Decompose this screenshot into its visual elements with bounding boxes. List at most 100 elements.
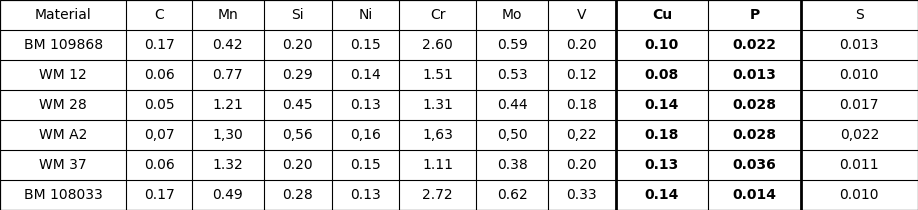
Bar: [800, 30, 918, 60]
Text: 0.20: 0.20: [283, 38, 313, 52]
Text: 1.51: 1.51: [422, 68, 453, 82]
Bar: [331, 120, 399, 150]
Text: 0.15: 0.15: [350, 158, 381, 172]
Text: WM 37: WM 37: [39, 158, 87, 172]
Text: 0.44: 0.44: [497, 98, 527, 112]
Text: Cr: Cr: [430, 8, 445, 22]
Text: 0.028: 0.028: [733, 128, 777, 142]
Bar: [192, 0, 263, 30]
Text: 2.72: 2.72: [422, 188, 453, 202]
Bar: [476, 120, 548, 150]
Text: 0.59: 0.59: [497, 38, 527, 52]
Text: S: S: [855, 8, 864, 22]
Bar: [0, 120, 127, 150]
Bar: [263, 0, 331, 30]
Text: 1,63: 1,63: [422, 128, 453, 142]
Bar: [800, 90, 918, 120]
Text: 0.14: 0.14: [644, 188, 679, 202]
Bar: [399, 120, 476, 150]
Bar: [708, 60, 800, 90]
Bar: [399, 30, 476, 60]
Bar: [800, 0, 918, 30]
Text: C: C: [154, 8, 164, 22]
Text: 1.11: 1.11: [422, 158, 453, 172]
Text: 0,16: 0,16: [350, 128, 381, 142]
Text: 0.017: 0.017: [840, 98, 879, 112]
Bar: [548, 90, 616, 120]
Text: 0.13: 0.13: [350, 188, 381, 202]
Bar: [399, 90, 476, 120]
Text: 0.036: 0.036: [733, 158, 777, 172]
Bar: [800, 60, 918, 90]
Text: 0.028: 0.028: [733, 98, 777, 112]
Bar: [127, 120, 192, 150]
Text: BM 108033: BM 108033: [24, 188, 103, 202]
Text: 0.010: 0.010: [840, 188, 879, 202]
Text: 0.14: 0.14: [350, 68, 381, 82]
Bar: [476, 30, 548, 60]
Text: 1.21: 1.21: [212, 98, 243, 112]
Bar: [0, 0, 127, 30]
Text: 0.49: 0.49: [212, 188, 243, 202]
Text: WM 12: WM 12: [39, 68, 87, 82]
Bar: [0, 60, 127, 90]
Bar: [548, 120, 616, 150]
Bar: [399, 60, 476, 90]
Text: 0.06: 0.06: [143, 158, 174, 172]
Text: 0.18: 0.18: [644, 128, 679, 142]
Text: WM A2: WM A2: [39, 128, 87, 142]
Text: 0,22: 0,22: [566, 128, 598, 142]
Bar: [192, 30, 263, 60]
Bar: [399, 150, 476, 180]
Bar: [616, 30, 708, 60]
Text: 0.011: 0.011: [840, 158, 879, 172]
Bar: [263, 120, 331, 150]
Text: 0.45: 0.45: [283, 98, 313, 112]
Text: 0.18: 0.18: [566, 98, 598, 112]
Text: 0.022: 0.022: [733, 38, 777, 52]
Text: 0.17: 0.17: [143, 38, 174, 52]
Bar: [0, 180, 127, 210]
Bar: [331, 180, 399, 210]
Text: P: P: [749, 8, 759, 22]
Text: Cu: Cu: [652, 8, 672, 22]
Text: 2.60: 2.60: [422, 38, 453, 52]
Text: 0.12: 0.12: [566, 68, 598, 82]
Text: Material: Material: [35, 8, 92, 22]
Bar: [192, 150, 263, 180]
Text: 0.10: 0.10: [644, 38, 679, 52]
Bar: [548, 180, 616, 210]
Bar: [616, 120, 708, 150]
Bar: [548, 60, 616, 90]
Bar: [476, 0, 548, 30]
Text: 0.42: 0.42: [212, 38, 243, 52]
Text: 0.13: 0.13: [644, 158, 679, 172]
Text: 0.17: 0.17: [143, 188, 174, 202]
Bar: [548, 150, 616, 180]
Bar: [708, 90, 800, 120]
Text: 0,07: 0,07: [144, 128, 174, 142]
Bar: [127, 0, 192, 30]
Bar: [616, 180, 708, 210]
Text: 0.20: 0.20: [283, 158, 313, 172]
Text: 0.05: 0.05: [144, 98, 174, 112]
Bar: [192, 180, 263, 210]
Bar: [708, 150, 800, 180]
Bar: [800, 120, 918, 150]
Bar: [263, 30, 331, 60]
Bar: [708, 0, 800, 30]
Bar: [331, 0, 399, 30]
Text: 0.14: 0.14: [644, 98, 679, 112]
Bar: [127, 60, 192, 90]
Text: WM 28: WM 28: [39, 98, 87, 112]
Bar: [548, 0, 616, 30]
Text: 0.33: 0.33: [566, 188, 598, 202]
Bar: [476, 60, 548, 90]
Text: 0.53: 0.53: [497, 68, 527, 82]
Text: Mo: Mo: [502, 8, 522, 22]
Bar: [192, 120, 263, 150]
Text: 0.010: 0.010: [840, 68, 879, 82]
Bar: [476, 150, 548, 180]
Bar: [616, 60, 708, 90]
Bar: [708, 180, 800, 210]
